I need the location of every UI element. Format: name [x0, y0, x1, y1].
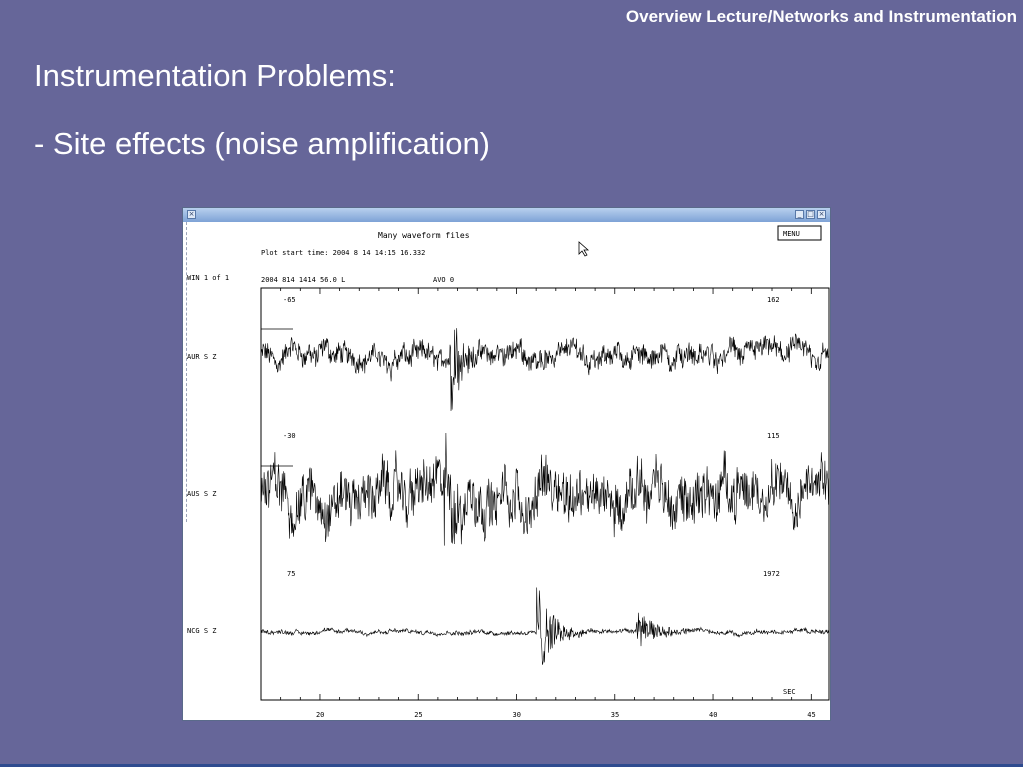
trace-2-min-label: -30 — [283, 432, 296, 440]
trace-3-min-label: 75 — [287, 570, 295, 578]
plot-frame — [260, 287, 830, 701]
x-tick-label: 35 — [611, 711, 619, 719]
sec-label: SEC — [783, 688, 796, 696]
trace-3-waveform — [260, 587, 830, 665]
bottom-rule — [0, 764, 1023, 767]
trace-1-waveform — [260, 328, 830, 412]
waveform-window: × _ □ × Many waveform files MENU Plot st… — [182, 207, 831, 721]
tick-group: 20 25 30 35 40 45 — [260, 288, 816, 719]
x-tick-label: 30 — [513, 711, 521, 719]
trace-header-right: AVO 0 — [433, 276, 454, 284]
maximize-icon[interactable]: □ — [806, 210, 815, 219]
menu-button[interactable]: MENU — [777, 225, 822, 241]
close-icon[interactable]: × — [817, 210, 826, 219]
menu-button-box[interactable] — [777, 225, 822, 241]
trace-2-waveform — [260, 432, 830, 546]
x-tick-label: 25 — [414, 711, 422, 719]
menu-button-label[interactable]: MENU — [783, 230, 800, 238]
plot-title: Many waveform files — [378, 231, 470, 240]
trace-3-max-label: 1972 — [763, 570, 780, 578]
slide-header-title: Overview Lecture/Networks and Instrument… — [625, 7, 1017, 26]
trace-2-max-label: 115 — [767, 432, 780, 440]
x-tick-label: 40 — [709, 711, 717, 719]
trace-1-station-label: AUR S Z — [187, 353, 217, 361]
x-tick-label: 45 — [807, 711, 815, 719]
trace-1-max-label: 162 — [767, 296, 780, 304]
trace-1-min-label: -65 — [283, 296, 296, 304]
plot-start-time: Plot start time: 2004 8 14 14:15 16.332 — [261, 249, 425, 257]
seismogram-plot: Many waveform files MENU Plot start time… — [187, 225, 830, 719]
arrow-cursor-icon — [578, 241, 590, 257]
slide-bullet: - Site effects (noise amplification) — [34, 126, 491, 161]
close-icon[interactable]: × — [187, 210, 196, 219]
trace-header: 2004 814 1414 56.0 L — [261, 276, 345, 284]
window-left-edge — [183, 222, 187, 522]
window-titlebar[interactable]: × _ □ × — [183, 208, 830, 222]
slide-title: Instrumentation Problems: — [34, 58, 396, 93]
win-label: WIN 1 of 1 — [187, 274, 229, 282]
trace-3-station-label: NCG S Z — [187, 627, 217, 635]
trace-group — [260, 328, 830, 665]
trace-2-station-label: AUS S Z — [187, 490, 217, 498]
minimize-icon[interactable]: _ — [795, 210, 804, 219]
x-tick-label: 20 — [316, 711, 324, 719]
